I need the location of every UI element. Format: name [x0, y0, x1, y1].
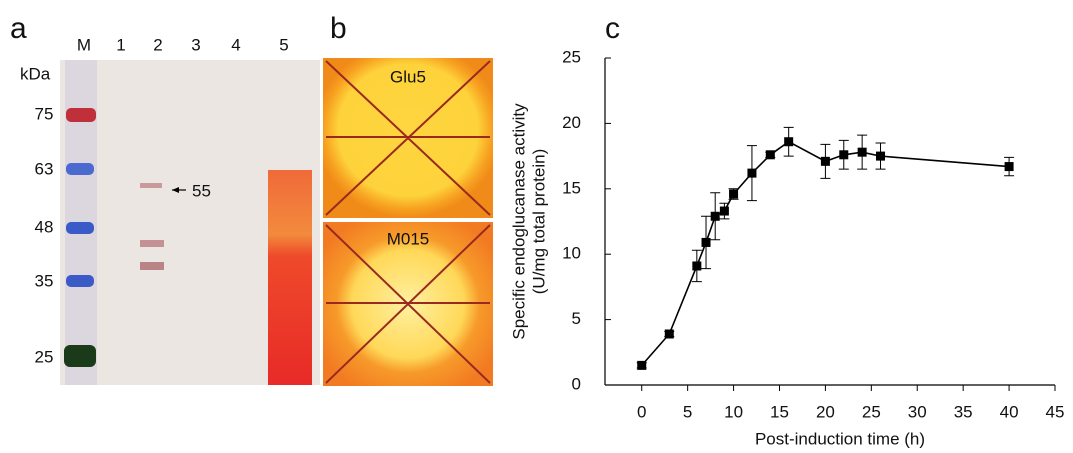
- x-tick-label: 20: [816, 402, 835, 421]
- data-point: [719, 206, 729, 216]
- arrow-head: [172, 187, 179, 193]
- panel-label: a: [10, 12, 27, 45]
- band: [140, 240, 164, 247]
- band: [66, 108, 96, 122]
- data-point: [747, 168, 757, 178]
- y-tick-label: 15: [562, 178, 581, 197]
- y-tick-label: 5: [572, 309, 581, 328]
- x-tick-label: 30: [908, 402, 927, 421]
- y-tick-label: 20: [562, 113, 581, 132]
- x-tick-label: 25: [862, 402, 881, 421]
- data-point: [876, 151, 886, 161]
- y-axis-title: Specific endoglucanase activity: [509, 103, 528, 340]
- lane-label: 2: [153, 35, 162, 54]
- x-tick-label: 10: [724, 402, 743, 421]
- y-tick-label: 0: [572, 374, 581, 393]
- data-point: [839, 150, 849, 160]
- band: [64, 345, 96, 367]
- plate-label: Glu5: [390, 67, 426, 86]
- data-point: [820, 156, 830, 166]
- lane-label: 5: [279, 35, 288, 54]
- band: [66, 163, 94, 175]
- marker-label: 25: [35, 347, 54, 366]
- band-annotation: 55: [192, 181, 211, 200]
- x-tick-label: 40: [1000, 402, 1019, 421]
- x-tick-label: 45: [1046, 402, 1065, 421]
- x-tick-label: 15: [770, 402, 789, 421]
- x-axis-title: Post-induction time (h): [755, 429, 925, 448]
- x-tick-label: 0: [637, 402, 646, 421]
- data-point: [701, 237, 711, 247]
- band: [140, 262, 164, 270]
- data-point: [664, 329, 674, 339]
- x-tick-label: 5: [683, 402, 692, 421]
- data-point: [1004, 162, 1014, 172]
- marker-label: 35: [35, 271, 54, 290]
- lane-label: 4: [231, 35, 240, 54]
- band: [66, 275, 94, 287]
- data-point: [637, 360, 647, 370]
- data-point: [692, 261, 702, 271]
- plate-label: M015: [387, 229, 430, 248]
- plate-lines: [325, 60, 491, 216]
- unit-label: kDa: [20, 64, 51, 83]
- x-tick-label: 35: [954, 402, 973, 421]
- lane-label: 3: [191, 35, 200, 54]
- panel-label: b: [330, 12, 347, 45]
- panel-label: c: [605, 12, 620, 45]
- lane-label: 1: [116, 35, 125, 54]
- data-point: [765, 150, 775, 160]
- data-point: [729, 189, 739, 199]
- band: [66, 222, 94, 234]
- plate-lines: [325, 224, 491, 384]
- lane-5: [268, 170, 312, 385]
- data-point: [857, 147, 867, 157]
- marker-label: 63: [35, 159, 54, 178]
- y-tick-label: 10: [562, 244, 581, 263]
- data-point: [710, 211, 720, 221]
- marker-label: 75: [35, 104, 54, 123]
- data-point: [784, 137, 794, 147]
- y-tick-label: 25: [562, 47, 581, 66]
- marker-label: 48: [35, 217, 54, 236]
- y-axis-title: (U/mg total protein): [529, 149, 548, 295]
- band: [140, 183, 162, 188]
- lane-label: M: [77, 35, 91, 54]
